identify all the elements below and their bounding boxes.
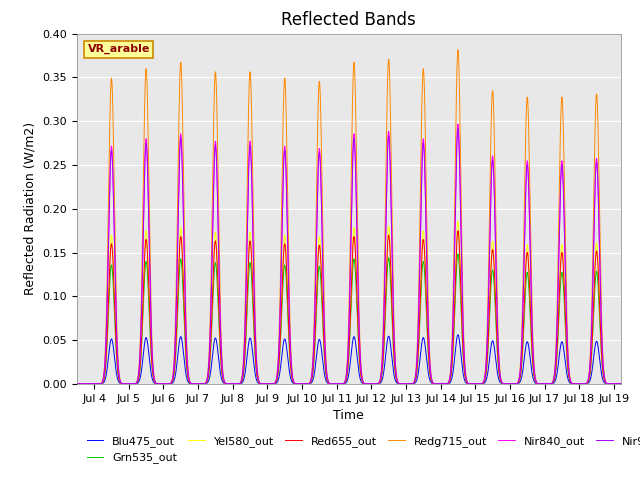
Yel580_out	[506, 381, 514, 387]
Line: Nir840_out: Nir840_out	[77, 124, 621, 384]
Blu475_out	[127, 381, 134, 387]
Grn535_out	[73, 381, 81, 387]
Line: Redg715_out: Redg715_out	[77, 50, 621, 384]
Blu475_out	[211, 338, 218, 344]
X-axis label: Time: Time	[333, 409, 364, 422]
Blu475_out	[506, 381, 514, 387]
Nir840_out	[73, 381, 81, 387]
Redg715_out	[506, 381, 514, 387]
Line: Nir945_out: Nir945_out	[77, 129, 621, 384]
Redg715_out	[127, 381, 134, 387]
Text: VR_arable: VR_arable	[88, 44, 150, 54]
Redg715_out	[556, 146, 564, 152]
Redg715_out	[211, 90, 218, 96]
Grn535_out	[506, 381, 514, 387]
Nir840_out	[454, 121, 462, 127]
Grn535_out	[617, 381, 625, 387]
Nir840_out	[617, 381, 625, 386]
Y-axis label: Reflected Radiation (W/m2): Reflected Radiation (W/m2)	[24, 122, 36, 295]
Redg715_out	[520, 267, 527, 273]
Grn535_out	[520, 336, 527, 342]
Yel580_out	[127, 381, 134, 387]
Yel580_out	[556, 267, 564, 273]
Nir945_out	[617, 381, 625, 386]
Red655_out	[595, 285, 603, 290]
Blu475_out	[520, 364, 527, 370]
Redg715_out	[617, 381, 625, 386]
Yel580_out	[454, 218, 462, 224]
Grn535_out	[556, 289, 564, 295]
Yel580_out	[211, 240, 218, 245]
Nir945_out	[127, 381, 134, 387]
Nir840_out	[595, 217, 603, 223]
Nir840_out	[556, 198, 564, 204]
Nir945_out	[556, 202, 564, 207]
Nir840_out	[520, 292, 527, 298]
Nir945_out	[454, 126, 462, 132]
Nir945_out	[73, 381, 81, 387]
Redg715_out	[595, 170, 603, 176]
Nir945_out	[506, 381, 514, 387]
Nir840_out	[211, 155, 218, 160]
Line: Red655_out: Red655_out	[77, 231, 621, 384]
Grn535_out	[211, 268, 218, 274]
Red655_out	[520, 329, 527, 335]
Line: Yel580_out: Yel580_out	[77, 221, 621, 384]
Blu475_out	[556, 347, 564, 352]
Red655_out	[556, 273, 564, 279]
Redg715_out	[73, 381, 81, 387]
Blu475_out	[617, 381, 625, 387]
Redg715_out	[454, 47, 462, 53]
Yel580_out	[617, 381, 625, 386]
Red655_out	[127, 381, 134, 387]
Yel580_out	[520, 325, 527, 331]
Blu475_out	[454, 332, 462, 337]
Nir840_out	[506, 381, 514, 387]
Grn535_out	[127, 381, 134, 387]
Nir840_out	[127, 381, 134, 387]
Nir945_out	[211, 158, 218, 164]
Yel580_out	[595, 279, 603, 285]
Blu475_out	[595, 350, 603, 356]
Nir945_out	[595, 220, 603, 226]
Red655_out	[73, 381, 81, 387]
Yel580_out	[73, 381, 81, 387]
Red655_out	[211, 248, 218, 253]
Nir945_out	[520, 294, 527, 300]
Red655_out	[617, 381, 625, 386]
Line: Grn535_out: Grn535_out	[77, 254, 621, 384]
Red655_out	[454, 228, 462, 234]
Legend: Blu475_out, Grn535_out, Yel580_out, Red655_out, Redg715_out, Nir840_out, Nir945_: Blu475_out, Grn535_out, Yel580_out, Red6…	[83, 432, 640, 468]
Title: Reflected Bands: Reflected Bands	[282, 11, 416, 29]
Grn535_out	[454, 251, 462, 257]
Grn535_out	[595, 299, 603, 305]
Line: Blu475_out: Blu475_out	[77, 335, 621, 384]
Blu475_out	[73, 381, 81, 387]
Red655_out	[506, 381, 514, 387]
